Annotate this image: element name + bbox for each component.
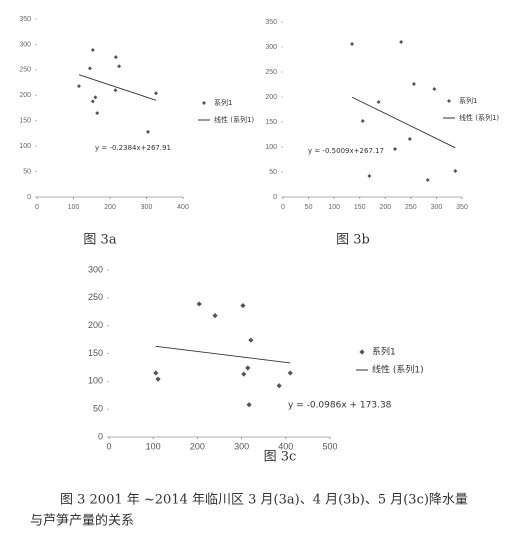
trendline <box>351 96 456 149</box>
y-tick-label: 300 <box>265 44 277 51</box>
point <box>155 376 161 382</box>
point <box>407 137 412 141</box>
point <box>432 87 437 91</box>
legend-label: 线性 (系列1) <box>214 115 254 124</box>
legend-label: 线性 (系列1) <box>372 364 424 376</box>
x-tick-label: 300 <box>431 204 443 211</box>
x-tick-label: 500 <box>322 441 337 451</box>
y-tick-label: 100 <box>265 144 277 151</box>
y-tick-label: 300 <box>19 41 31 48</box>
point <box>153 91 158 96</box>
x-tick-label: 200 <box>104 204 116 211</box>
point <box>248 337 254 343</box>
chart-caption: 图 3c <box>264 450 297 465</box>
point <box>453 169 458 173</box>
y-tick-label: 100 <box>88 376 103 386</box>
point <box>241 371 247 377</box>
x-tick-label: 0 <box>281 204 285 211</box>
point <box>87 66 92 71</box>
point <box>399 40 404 44</box>
x-tick-label: 350 <box>456 204 468 211</box>
y-tick-label: 250 <box>88 292 103 302</box>
y-tick-label: 0 <box>27 194 31 201</box>
point <box>196 301 202 307</box>
point <box>393 147 398 151</box>
y-tick-label: 150 <box>265 119 277 126</box>
x-tick-label: 100 <box>146 441 161 451</box>
y-tick-label: 350 <box>265 19 277 26</box>
legend-label: 线性 (系列1) <box>459 113 499 122</box>
point <box>411 82 416 86</box>
trend-equation: y = -0.2384x+267.91 <box>95 144 171 152</box>
chart-caption: 图 3a <box>83 233 116 248</box>
point <box>90 48 95 53</box>
point <box>95 111 100 116</box>
x-tick-label: 0 <box>35 204 39 211</box>
y-tick-label: 0 <box>273 194 277 201</box>
point <box>93 95 98 100</box>
point <box>276 383 282 389</box>
y-tick-label: 350 <box>19 16 31 23</box>
point <box>117 64 122 69</box>
point <box>360 119 365 123</box>
x-tick-label: 300 <box>141 204 153 211</box>
point <box>287 370 293 376</box>
legend-label: 系列1 <box>459 96 477 105</box>
x-tick-label: 400 <box>278 441 293 451</box>
y-tick-label: 150 <box>88 348 103 358</box>
y-tick-label: 100 <box>19 143 31 150</box>
legend-label: 系列1 <box>372 346 396 358</box>
y-tick-label: 200 <box>19 92 31 99</box>
legend-label: 系列1 <box>214 98 232 107</box>
point <box>425 178 430 182</box>
point <box>113 88 118 93</box>
y-tick-label: 50 <box>93 404 103 414</box>
x-tick-label: 250 <box>405 204 417 211</box>
trend-equation: y = -0.5009x+267.17 <box>308 147 384 155</box>
point <box>90 99 95 104</box>
legend-swatch <box>202 101 206 105</box>
y-tick-label: 150 <box>19 118 31 125</box>
y-tick-label: 50 <box>269 169 277 176</box>
x-tick-label: 50 <box>305 204 313 211</box>
point <box>113 55 118 60</box>
point <box>245 365 251 371</box>
y-tick-label: 300 <box>88 264 103 274</box>
x-tick-label: 400 <box>177 204 189 211</box>
chart-caption: 图 3b <box>336 233 370 248</box>
y-tick-label: 250 <box>19 67 31 74</box>
legend-swatch <box>359 349 365 355</box>
y-tick-label: 200 <box>88 320 103 330</box>
point <box>376 100 381 104</box>
x-tick-label: 300 <box>234 441 249 451</box>
x-tick-label: 100 <box>68 204 80 211</box>
x-tick-label: 200 <box>379 204 391 211</box>
x-tick-label: 100 <box>328 204 340 211</box>
legend-swatch <box>447 99 451 103</box>
y-tick-label: 250 <box>265 69 277 76</box>
point <box>153 370 159 376</box>
y-tick-label: 50 <box>23 168 31 175</box>
point <box>145 129 150 134</box>
trendline <box>155 345 291 364</box>
y-tick-label: 0 <box>98 431 103 441</box>
point <box>212 313 218 319</box>
x-tick-label: 0 <box>106 441 111 451</box>
trendline <box>78 74 157 101</box>
point <box>367 174 372 178</box>
figure-caption: 图 3 2001 年 ~2014 年临川区 3 月(3a)、4 月(3b)、5 … <box>60 493 468 508</box>
x-tick-label: 150 <box>354 204 366 211</box>
point <box>240 303 246 309</box>
y-tick-label: 200 <box>265 94 277 101</box>
figure-caption: 与芦笋产量的关系 <box>30 513 134 529</box>
point <box>246 402 252 408</box>
trend-equation: y = -0.0986x + 173.38 <box>288 401 392 411</box>
point <box>350 42 355 46</box>
x-tick-label: 200 <box>190 441 205 451</box>
point <box>76 84 81 89</box>
